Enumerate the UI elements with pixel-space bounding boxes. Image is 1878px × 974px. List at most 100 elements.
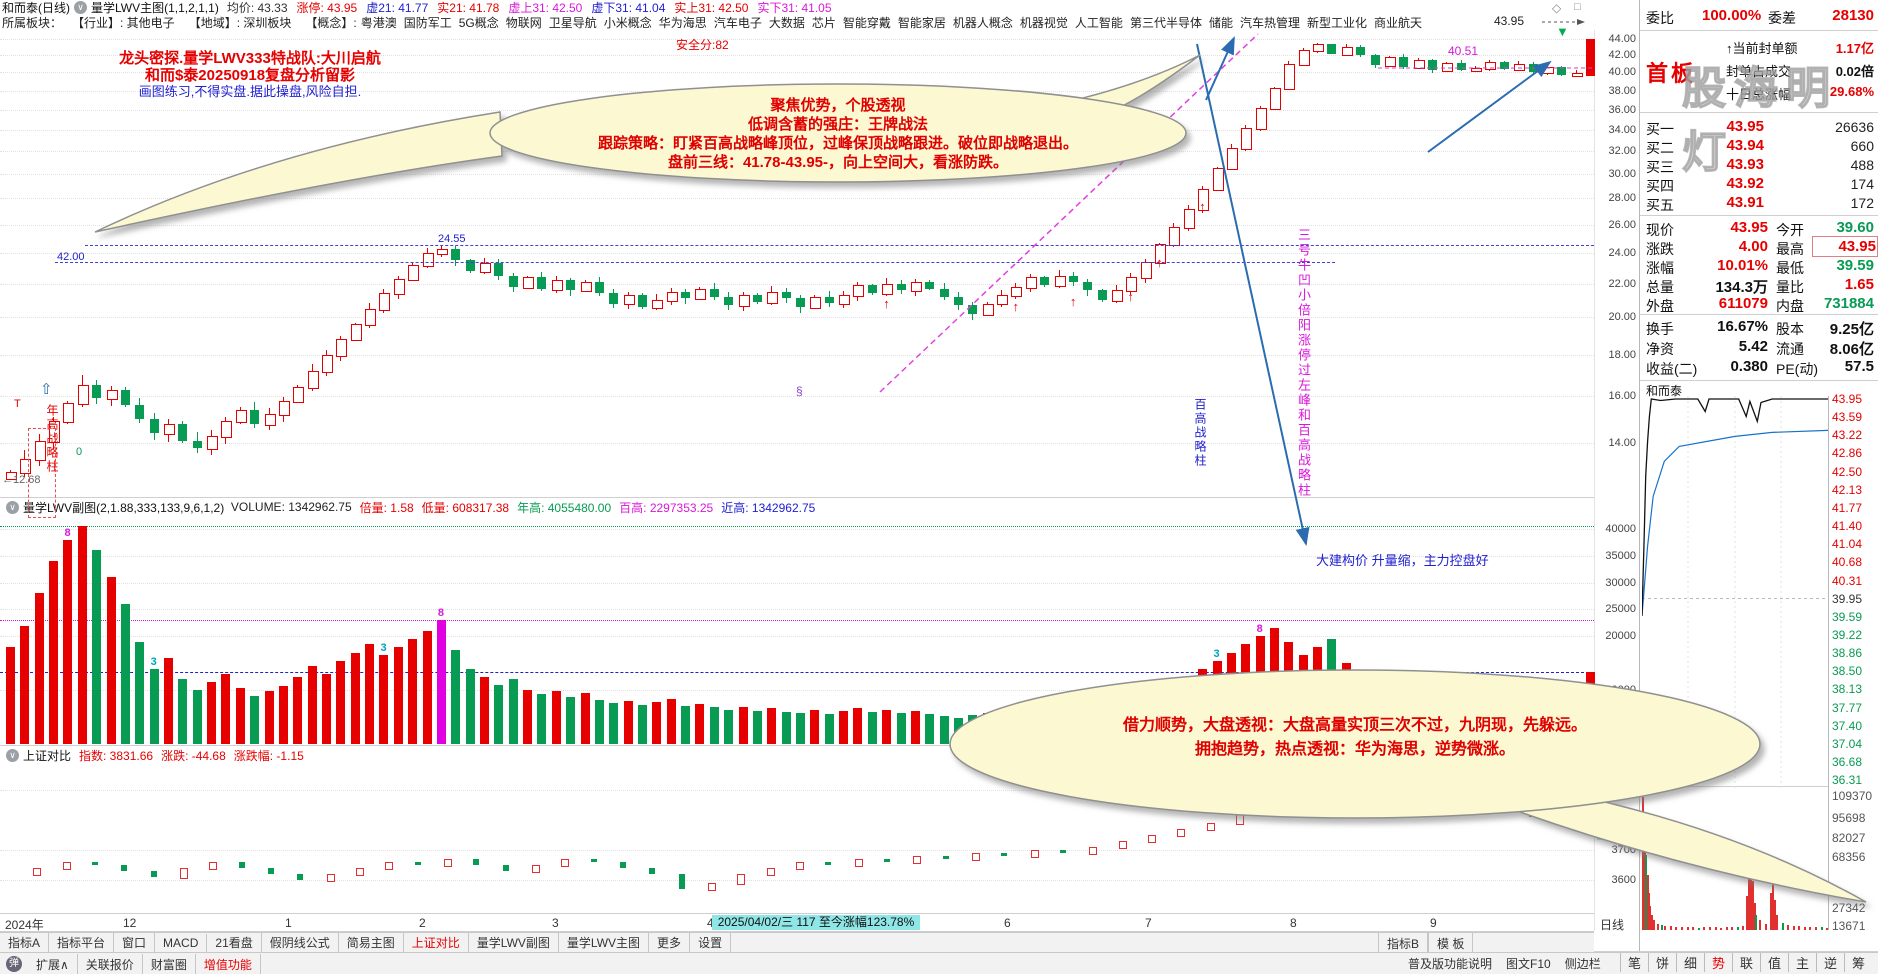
volume-bar: [781, 711, 791, 744]
concept-tag[interactable]: 国防军工: [403, 16, 452, 30]
mini-price-label: 38.50: [1832, 664, 1863, 679]
toolbar-button-简易主图[interactable]: 简易主图: [339, 932, 404, 953]
concept-tag[interactable]: 华为海思: [658, 16, 707, 30]
candle: [896, 283, 906, 291]
concept-tag[interactable]: 人工智能: [1074, 16, 1123, 30]
toolbar-button-量学LWV副图[interactable]: 量学LWV副图: [469, 932, 559, 953]
mini-volume-label: 82027: [1832, 831, 1866, 845]
toolbar-button-21看盘[interactable]: 21看盘: [207, 932, 262, 953]
side-tab-饼[interactable]: 饼: [1648, 953, 1676, 972]
gridline: [0, 790, 1594, 791]
volume-bar: [896, 713, 906, 744]
date-tick[interactable]: 12: [123, 916, 137, 930]
bid-price[interactable]: 43.92: [1726, 175, 1764, 192]
collapse-indicator-icon[interactable]: ∨: [6, 748, 19, 762]
date-tick[interactable]: 3: [552, 916, 559, 930]
window-icon[interactable]: □: [1574, 1, 1581, 13]
concept-tag[interactable]: 芯片: [811, 16, 836, 30]
notification-badge-icon[interactable]: 弹: [6, 956, 22, 972]
date-tick[interactable]: 7: [1145, 916, 1152, 930]
concept-tag[interactable]: 卫星导航: [548, 16, 597, 30]
toolbar-button-指标B[interactable]: 指标B: [1378, 933, 1429, 954]
concept-tag[interactable]: 小米概念: [603, 16, 652, 30]
volume-bar: [695, 703, 705, 744]
concept-tag[interactable]: 商业航天: [1374, 16, 1423, 30]
date-tick[interactable]: 9: [1430, 916, 1437, 930]
date-highlight[interactable]: 2025/04/02/三 117 至今涨幅123.78%: [712, 915, 920, 930]
concept-tag[interactable]: 新型工业化: [1306, 16, 1367, 30]
collapse-indicator-icon[interactable]: ∨: [74, 1, 87, 14]
toolbar-button-假阴线公式[interactable]: 假阴线公式: [262, 932, 339, 953]
concept-tag[interactable]: 大数据: [768, 16, 805, 30]
side-tab-主[interactable]: 主: [1788, 953, 1816, 972]
status-item-侧边栏[interactable]: 侧边栏: [1564, 957, 1601, 971]
candle: [1313, 44, 1325, 53]
date-tick[interactable]: 8: [1290, 916, 1297, 930]
toolbar-button-更多[interactable]: 更多: [649, 932, 691, 953]
candle: [695, 288, 707, 301]
toolbar-button-窗口[interactable]: 窗口: [114, 932, 156, 953]
index-candle: [473, 859, 480, 865]
bid-price[interactable]: 43.91: [1726, 194, 1764, 211]
side-tab-势[interactable]: 势: [1704, 953, 1732, 972]
volume-bar: [278, 685, 288, 744]
candle: [738, 295, 750, 308]
side-tab-联[interactable]: 联: [1732, 953, 1760, 972]
concept-tag[interactable]: 储能: [1208, 16, 1233, 30]
status-item-财富圈[interactable]: 财富圈: [143, 953, 196, 974]
date-tick[interactable]: 4: [707, 916, 714, 930]
bid-price[interactable]: 43.95: [1726, 118, 1764, 135]
period-label[interactable]: 日线: [1600, 918, 1625, 932]
volume-number-mark: 3: [150, 655, 157, 668]
status-item-图文F10[interactable]: 图文F10: [1506, 957, 1551, 971]
mini-volume-bar: [1759, 920, 1762, 930]
status-item-增值功能[interactable]: 增值功能: [196, 953, 261, 974]
side-tab-逆[interactable]: 逆: [1816, 953, 1844, 972]
toolbar-button-MACD[interactable]: MACD: [155, 933, 208, 952]
toolbar-button-指标A[interactable]: 指标A: [0, 932, 50, 953]
price-axis-label: 18.00: [1608, 348, 1636, 361]
date-tick[interactable]: 2: [419, 916, 426, 930]
concept-tag[interactable]: 物联网: [505, 16, 542, 30]
sub-indicator-field: 年高: 4055480.00: [517, 500, 612, 515]
concept-tag[interactable]: 粤港澳: [360, 16, 397, 30]
toolbar-button-量学LWV主图[interactable]: 量学LWV主图: [559, 932, 650, 953]
date-tick[interactable]: 6: [1004, 916, 1011, 930]
index-candle: [649, 868, 656, 874]
concept-tag[interactable]: 汽车电子: [713, 16, 762, 30]
toolbar-button-设置[interactable]: 设置: [690, 932, 732, 953]
price-axis-label: 44.00: [1608, 32, 1636, 45]
status-item-普及版功能说明[interactable]: 普及版功能说明: [1408, 957, 1493, 971]
toolbar-button-指标平台[interactable]: 指标平台: [49, 932, 115, 953]
concept-tag[interactable]: 汽车热管理: [1239, 16, 1300, 30]
collapse-indicator-icon[interactable]: ∨: [6, 500, 19, 514]
side-tab-细[interactable]: 细: [1676, 953, 1704, 972]
concept-tag[interactable]: 5G概念: [458, 16, 499, 30]
candle: [537, 277, 547, 289]
bid-price[interactable]: 43.94: [1726, 137, 1764, 154]
candle: [638, 295, 647, 307]
index-candle: [1588, 810, 1596, 825]
pullback-price-label: 40.51: [1448, 44, 1479, 58]
side-tab-笔[interactable]: 笔: [1620, 953, 1648, 972]
concept-tag[interactable]: 机器人概念: [952, 16, 1013, 30]
bid-price[interactable]: 43.93: [1726, 156, 1764, 173]
date-tick[interactable]: 1: [285, 916, 292, 930]
mini-volume-bar: [1826, 927, 1829, 930]
mini-price-label: 43.22: [1832, 428, 1863, 443]
mini-volume-bar: [1708, 926, 1711, 930]
side-tab-值[interactable]: 值: [1760, 953, 1788, 972]
concept-tag[interactable]: 机器视觉: [1019, 16, 1068, 30]
toolbar-button-上证对比[interactable]: 上证对比: [404, 932, 469, 953]
sector-area[interactable]: 【地域】: 深圳板块: [188, 16, 292, 30]
date-tick[interactable]: 2024年: [5, 918, 44, 932]
sector-industry[interactable]: 【行业】: 其他电子: [72, 16, 175, 30]
toolbar-button-模板[interactable]: 模 板: [1428, 933, 1474, 954]
concept-tag[interactable]: 智能家居: [897, 16, 946, 30]
concept-tag[interactable]: 第三代半导体: [1129, 16, 1202, 30]
concept-tag[interactable]: 智能穿戴: [842, 16, 891, 30]
status-item-扩展∧[interactable]: 扩展∧: [28, 953, 78, 974]
side-tab-筹[interactable]: 筹: [1844, 953, 1872, 972]
status-item-关联报价[interactable]: 关联报价: [78, 953, 143, 974]
